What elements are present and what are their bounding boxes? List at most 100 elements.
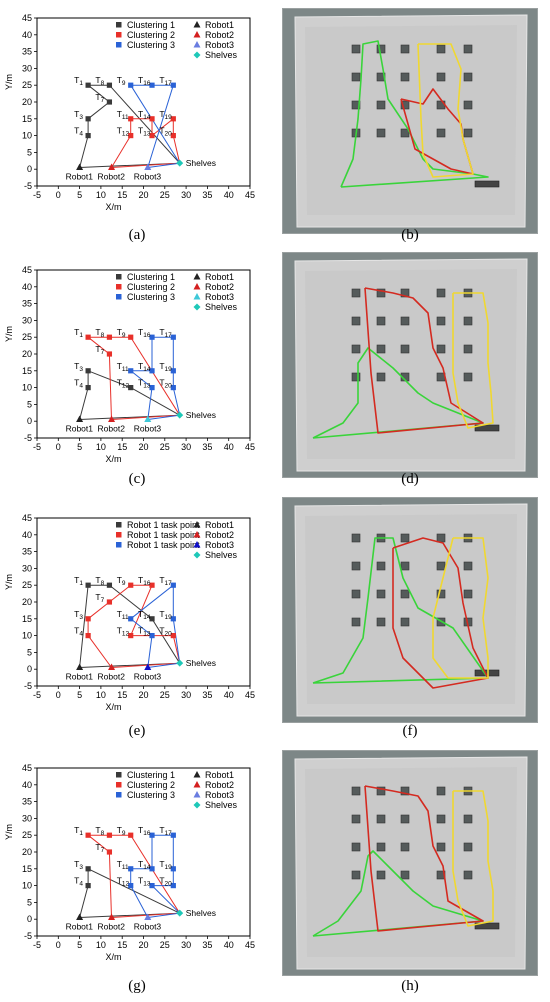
legend-marker-5 [193, 781, 201, 788]
x-axis-label: X/m [105, 454, 121, 464]
task-label-t11: T11 [117, 859, 129, 871]
y-tick-label: -5 [24, 433, 32, 443]
x-tick-label: 5 [77, 690, 82, 700]
legend-entry-2: Clustering 2 [127, 780, 175, 790]
y-tick-label: 40 [22, 30, 32, 40]
legend-entry-6: Robot3 [205, 790, 234, 800]
robot-marker-3 [144, 415, 152, 423]
task-label-t12: T12 [117, 876, 130, 888]
shelves-marker [176, 909, 184, 917]
task-point-t12 [128, 633, 134, 639]
shelves-marker [176, 411, 184, 419]
shelves-label: Shelves [186, 158, 216, 168]
robot-marker-2 [108, 415, 116, 423]
shelves-label: Shelves [186, 658, 216, 668]
x-tick-label: 20 [138, 442, 148, 452]
task-label-t14: T14 [138, 109, 151, 121]
task-label-t17: T17 [159, 825, 172, 837]
legend-marker-4 [193, 273, 201, 280]
shelf-block [400, 842, 410, 852]
y-tick-label: 30 [22, 813, 32, 823]
shelf-block [351, 100, 361, 110]
y-tick-label: 35 [22, 299, 32, 309]
x-tick-label: 30 [181, 690, 191, 700]
task-point-t13 [149, 633, 155, 639]
x-tick-label: -5 [33, 190, 41, 200]
task-point-t17 [170, 82, 176, 88]
y-tick-label: 40 [22, 282, 32, 292]
x-tick-label: 40 [224, 690, 234, 700]
shelf-block [351, 589, 361, 599]
legend-marker-7 [193, 551, 201, 559]
chart-c: -5 0 5 10 15 20 25 30 35 40 45 -5 0 5 10 15 20 25 30 35 40 45… [4, 265, 255, 464]
x-tick-label: 30 [181, 190, 191, 200]
robot-label-1: Robot1 [66, 672, 94, 682]
task-point-t11 [128, 866, 134, 872]
legend-entry-6: Robot3 [205, 292, 234, 302]
task-point-t9 [128, 582, 134, 588]
route-line-3 [129, 336, 181, 420]
legend-marker-1 [116, 522, 122, 528]
shelf-block [376, 44, 386, 54]
x-axis-label: X/m [105, 202, 121, 212]
shelf-block [376, 870, 386, 880]
shelf-block [463, 128, 473, 138]
task-label-t4: T4 [74, 126, 83, 138]
task-label-t4: T4 [74, 876, 83, 888]
robot-marker-3 [144, 913, 152, 921]
shelf-block [400, 72, 410, 82]
x-tick-label: 45 [245, 690, 255, 700]
y-tick-label: 0 [27, 914, 32, 924]
task-point-t16 [149, 832, 155, 838]
legend-marker-4 [193, 521, 201, 528]
shelf-block [351, 344, 361, 354]
shelf-block [351, 814, 361, 824]
shelf-block [400, 786, 410, 796]
y-tick-label: 20 [22, 349, 32, 359]
task-label-t1: T1 [74, 327, 83, 339]
task-label-t13: T13 [138, 626, 151, 638]
docking-station [474, 180, 500, 188]
task-label-t13: T13 [138, 378, 151, 390]
robot-path-yellow [432, 537, 489, 679]
task-label-t7: T7 [95, 92, 104, 104]
legend-marker-1 [116, 274, 122, 280]
y-tick-label: 15 [22, 366, 32, 376]
task-label-t8: T8 [95, 75, 104, 87]
x-tick-label: 10 [96, 190, 106, 200]
y-tick-label: 45 [22, 763, 32, 773]
robot-marker-2 [108, 663, 116, 671]
task-label-t20: T20 [159, 126, 172, 138]
y-tick-label: 10 [22, 881, 32, 891]
x-tick-label: 10 [96, 690, 106, 700]
panel-label-b: (b) [401, 227, 419, 243]
shelf-block [400, 561, 410, 571]
shelf-block [351, 372, 361, 382]
task-label-t11: T11 [117, 609, 129, 621]
y-tick-label: 45 [22, 513, 32, 523]
task-point-t20 [170, 883, 176, 889]
task-point-t14 [149, 866, 155, 872]
shelf-block [376, 842, 386, 852]
task-label-t11: T11 [117, 109, 129, 121]
legend-entry-3: Clustering 3 [127, 40, 175, 50]
legend-entry-7: Shelves [205, 50, 238, 60]
legend-entry-3: Robot 1 task point [127, 540, 200, 550]
x-tick-label: 45 [245, 442, 255, 452]
y-tick-label: 0 [27, 416, 32, 426]
task-label-t7: T7 [95, 842, 104, 854]
x-tick-label: 15 [117, 190, 127, 200]
y-tick-label: 25 [22, 80, 32, 90]
task-point-t19 [170, 866, 176, 872]
task-label-t12: T12 [117, 378, 130, 390]
shelf-block [351, 72, 361, 82]
robot-marker-1 [76, 663, 84, 671]
simulation-panel-d [282, 252, 538, 478]
task-label-t19: T19 [159, 609, 172, 621]
shelf-block [436, 288, 446, 298]
x-tick-label: 20 [138, 190, 148, 200]
shelf-block [463, 44, 473, 54]
legend-marker-2 [116, 782, 122, 788]
route-line-3 [129, 84, 181, 168]
task-point-t1 [85, 334, 91, 340]
